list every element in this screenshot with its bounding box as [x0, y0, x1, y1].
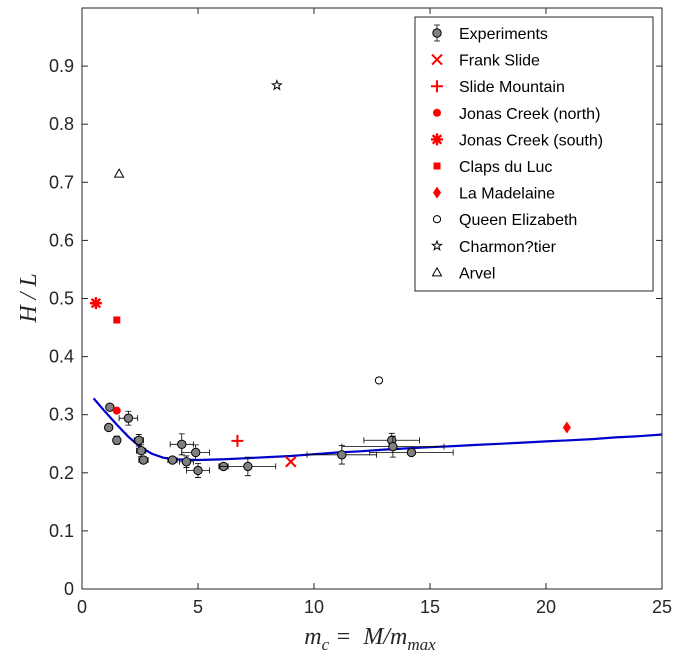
fit-curve-line	[92, 397, 663, 462]
field-cases-series	[89, 79, 571, 468]
legend-entry: Claps du Luc	[433, 159, 552, 176]
experiment-marker	[105, 402, 115, 412]
ticks: 0 5 10 15 20 25 0 0.1 0.2 0.3 0.4 0.5 0.6 0.7 0.8 0.9	[49, 8, 672, 617]
experiment-point	[169, 433, 194, 456]
experiment-point	[138, 455, 149, 465]
experiment-marker	[103, 422, 114, 433]
legend-label: Claps du Luc	[459, 159, 552, 176]
experiment-marker	[243, 461, 253, 472]
experiment-point	[219, 456, 277, 477]
field-case-point	[89, 297, 102, 310]
legend-marker	[431, 133, 443, 146]
x-tick-label: 20	[536, 597, 556, 617]
legend-box	[414, 16, 654, 292]
experiment-marker	[388, 441, 398, 452]
legend-entry: Slide Mountain	[431, 79, 565, 96]
experiment-marker	[123, 413, 134, 423]
field-case-point	[562, 421, 571, 434]
legend-label: Experiments	[459, 26, 548, 43]
legend-entry: Arvel	[431, 265, 495, 282]
field-case-point	[285, 456, 297, 468]
legend-marker	[431, 53, 443, 66]
experiments-series	[103, 402, 454, 478]
y-tick-label: 0.5	[49, 289, 74, 309]
x-tick-label: 5	[193, 597, 203, 617]
experiment-point	[167, 455, 178, 465]
experiment-marker	[190, 447, 201, 458]
y-tick-label: 0.3	[49, 405, 74, 425]
field-case-point	[270, 79, 283, 91]
legend-label: Queen Elizabeth	[459, 212, 577, 229]
fit-curve	[92, 397, 663, 462]
field-case-point	[231, 434, 244, 447]
experiment-point	[105, 402, 115, 412]
x-tick-label: 10	[304, 597, 324, 617]
y-tick-label: 0.1	[49, 521, 74, 541]
experiment-marker	[138, 455, 149, 465]
x-axis-title-eq: = M/m	[329, 624, 407, 650]
experiment-point	[112, 435, 122, 445]
experiment-point	[369, 447, 454, 458]
legend-marker	[433, 186, 441, 199]
y-tick-label: 0	[64, 579, 74, 599]
experiment-marker	[406, 447, 417, 458]
legend-entry: Frank Slide	[431, 53, 540, 70]
legend: Experiments Frank Slide Slide Mountain Jona…	[414, 16, 654, 292]
x-axis-title: mc = M/mmax	[304, 624, 436, 654]
experiment-point	[179, 455, 194, 468]
y-tick-label: 0.2	[49, 463, 74, 483]
legend-label: Frank Slide	[459, 53, 540, 70]
legend-label: Jonas Creek (north)	[459, 106, 600, 123]
experiment-point	[341, 435, 445, 458]
experiment-point	[186, 463, 210, 478]
field-case-point	[112, 406, 121, 415]
legend-label: Jonas Creek (south)	[459, 132, 603, 149]
y-tick-label: 0.9	[49, 56, 74, 76]
experiment-marker	[136, 446, 146, 456]
x-axis-title-sub2: max	[407, 635, 436, 654]
legend-label: Arvel	[459, 265, 495, 282]
experiment-point	[118, 410, 139, 426]
experiment-marker	[337, 450, 347, 460]
experiment-marker	[167, 455, 178, 465]
field-case-point	[113, 316, 121, 324]
legend-entry: Jonas Creek (south)	[431, 132, 603, 149]
x-axis-title-main: m	[304, 624, 321, 650]
legend-marker	[432, 28, 442, 38]
experiment-marker	[181, 457, 192, 467]
legend-entry: Experiments	[432, 24, 548, 43]
field-case-point	[113, 168, 125, 178]
legend-marker	[431, 266, 443, 277]
experiment-marker	[177, 439, 187, 450]
experiment-marker	[193, 465, 203, 476]
legend-entry: Jonas Creek (north)	[433, 106, 600, 123]
legend-entry: Charmon?tier	[430, 239, 557, 256]
x-axis-title-sub: c	[322, 635, 330, 654]
legend-entry: Queen Elizabeth	[432, 212, 577, 229]
y-tick-label: 0.6	[49, 230, 74, 250]
y-tick-label: 0.8	[49, 114, 74, 134]
y-axis-title: H / L	[16, 273, 42, 323]
legend-label: Charmon?tier	[459, 239, 557, 256]
x-tick-label: 15	[420, 597, 440, 617]
x-tick-label: 0	[77, 597, 87, 617]
legend-label: Slide Mountain	[459, 79, 565, 96]
y-tick-label: 0.4	[49, 347, 74, 367]
legend-marker	[431, 80, 443, 93]
legend-marker	[430, 239, 444, 251]
experiment-point	[103, 422, 114, 433]
legend-marker	[433, 108, 441, 117]
experiment-point	[181, 444, 210, 461]
legend-label: La Madelaine	[459, 186, 555, 203]
experiment-marker	[134, 435, 144, 445]
legend-entry: La Madelaine	[433, 186, 555, 203]
field-case-point	[374, 376, 384, 385]
experiment-marker	[112, 435, 122, 445]
x-tick-label: 25	[652, 597, 672, 617]
experiment-point	[133, 434, 144, 447]
legend-marker	[433, 162, 441, 170]
legend-marker	[432, 215, 442, 224]
y-tick-label: 0.7	[49, 172, 74, 192]
